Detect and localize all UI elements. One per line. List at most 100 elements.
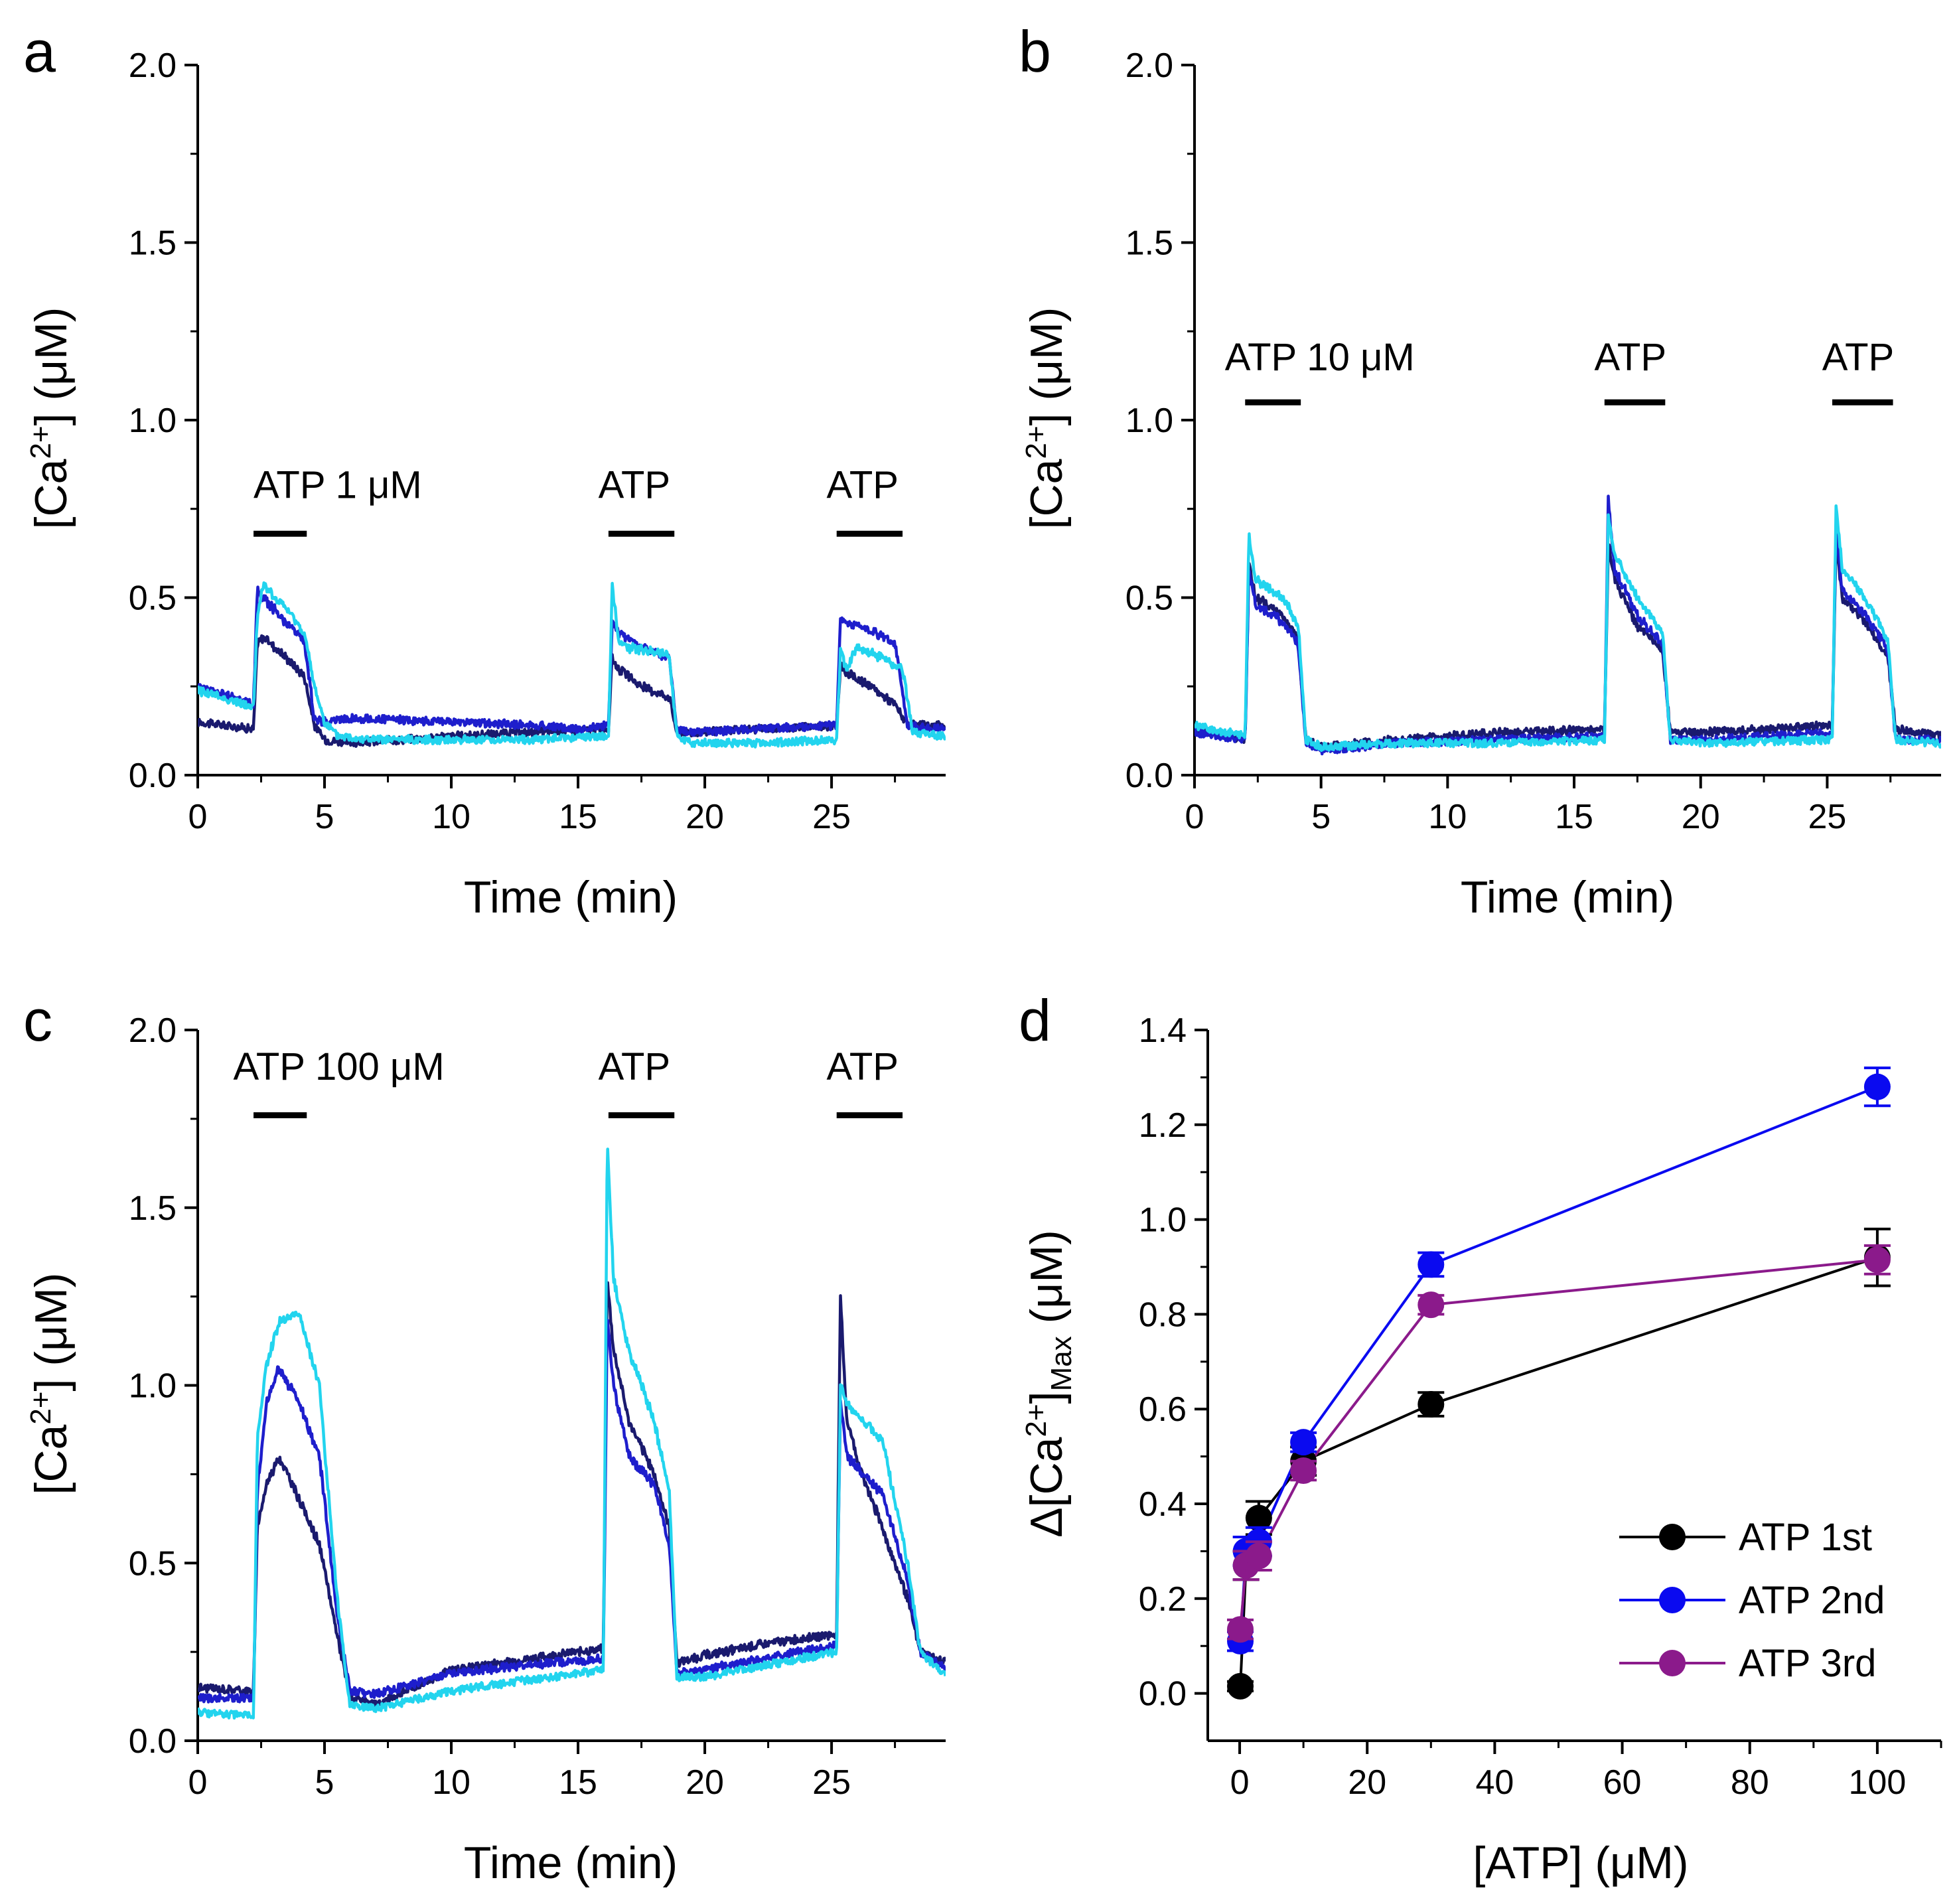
y-title-part: [Ca <box>1021 459 1072 529</box>
panel-c-y-axis-title: [Ca2+] (μM) <box>25 1273 76 1495</box>
panel-a: a 0 5 10 15 20 25 0.0 0.5 1.0 1.5 2.0 ATP 1 μM ATP AT… <box>23 19 946 922</box>
y-tick-label: 0.5 <box>1125 579 1173 618</box>
trace-cell-1 <box>1195 543 1941 752</box>
atp-label: ATP 1 μM <box>254 464 422 507</box>
x-tick-label: 15 <box>559 1763 597 1802</box>
trace-cell-3 <box>198 581 946 749</box>
panel-a-y-axis-title: [Ca2+] (μM) <box>25 307 76 530</box>
x-tick-label: 10 <box>1428 798 1467 836</box>
y-tick-label: 1.0 <box>129 1367 177 1406</box>
panel-a-plot: 0 5 10 15 20 25 0.0 0.5 1.0 1.5 2.0 ATP 1 μM ATP ATP <box>129 46 946 836</box>
panel-letter-d: d <box>1019 988 1051 1053</box>
panel-b: b 0 5 10 15 20 25 0.0 0.5 1.0 1.5 2.0 ATP 10 μM ATP A… <box>1019 19 1941 922</box>
legend-marker <box>1659 1524 1686 1550</box>
atp-label: ATP <box>1822 336 1895 379</box>
x-tick-label: 20 <box>686 1763 724 1802</box>
y-tick-label: 0.0 <box>1125 757 1173 795</box>
y-tick-label: 0.0 <box>129 757 177 795</box>
atp-label: ATP <box>599 464 671 507</box>
data-point <box>1245 1542 1272 1570</box>
y-tick-label: 1.0 <box>1139 1201 1187 1240</box>
panel-d-y-axis-title: Δ[Ca2+]Max (μM) <box>1020 1230 1078 1537</box>
trace-cell-3 <box>1195 504 1941 753</box>
data-point <box>1227 1672 1254 1700</box>
data-point <box>1290 1457 1317 1485</box>
data-point <box>1245 1504 1272 1532</box>
y-title-superscript: 2+ <box>25 1391 57 1424</box>
data-point <box>1863 1246 1891 1274</box>
x-tick-label: 15 <box>1555 798 1593 836</box>
y-tick-label: 0.2 <box>1139 1580 1187 1619</box>
atp-label: ATP <box>826 464 899 507</box>
y-title-subscript: Max <box>1045 1336 1078 1391</box>
y-title-superscript: 2+ <box>1020 425 1052 459</box>
data-point <box>1417 1251 1445 1278</box>
trace-cell-2 <box>198 1319 946 1704</box>
y-tick-label: 1.0 <box>129 402 177 440</box>
y-title-part: [Ca <box>26 459 76 529</box>
x-tick-label: 5 <box>315 798 334 836</box>
y-tick-label: 0.5 <box>129 579 177 618</box>
atp-label: ATP 100 μM <box>233 1045 444 1088</box>
y-title-part: (μM) <box>1021 1230 1072 1336</box>
panel-letter-b: b <box>1019 19 1051 84</box>
panel-d: d 0 20 40 60 80 100 0.0 0.2 0.4 0.6 0.8 1.0 1.2 1.4 AT… <box>1019 988 1942 1888</box>
legend-label: ATP 1st <box>1739 1516 1872 1559</box>
legend-label: ATP 2nd <box>1739 1579 1885 1622</box>
y-tick-label: 1.0 <box>1125 402 1173 440</box>
x-tick-label: 15 <box>559 798 597 836</box>
data-point <box>1417 1391 1445 1418</box>
y-title-part: ] <box>1021 1391 1072 1404</box>
x-tick-label: 0 <box>1230 1763 1250 1802</box>
y-tick-label: 1.2 <box>1139 1106 1187 1145</box>
trace-cell-2 <box>1195 494 1941 756</box>
x-tick-label: 80 <box>1731 1763 1769 1802</box>
x-tick-label: 20 <box>1682 798 1720 836</box>
atp-label: ATP <box>826 1045 899 1088</box>
panel-b-x-axis-title: Time (min) <box>1461 872 1674 922</box>
atp-label: ATP <box>1595 336 1667 379</box>
x-tick-label: 25 <box>1808 798 1846 836</box>
x-tick-label: 0 <box>188 1763 208 1802</box>
x-tick-label: 25 <box>812 1763 851 1802</box>
x-tick-label: 5 <box>1311 798 1331 836</box>
y-tick-label: 0.5 <box>129 1544 177 1583</box>
x-tick-label: 5 <box>315 1763 334 1802</box>
legend-marker <box>1659 1587 1686 1613</box>
y-tick-label: 0.0 <box>129 1722 177 1761</box>
y-tick-label: 2.0 <box>1125 46 1173 85</box>
panel-d-plot: 0 20 40 60 80 100 0.0 0.2 0.4 0.6 0.8 1.0 1.2 1.4 ATP … <box>1139 1011 1942 1802</box>
x-tick-label: 40 <box>1475 1763 1514 1802</box>
legend-label: ATP 3rd <box>1739 1642 1876 1685</box>
x-tick-label: 25 <box>812 798 851 836</box>
x-tick-label: 20 <box>686 798 724 836</box>
y-title-part: Δ[Ca <box>1021 1437 1072 1537</box>
x-tick-label: 20 <box>1348 1763 1386 1802</box>
y-title-part: ] (μM) <box>26 307 76 426</box>
y-title-part: ] (μM) <box>1021 307 1072 426</box>
y-tick-label: 1.5 <box>129 1189 177 1228</box>
y-tick-label: 2.0 <box>129 46 177 85</box>
y-tick-label: 1.4 <box>1139 1011 1187 1050</box>
x-tick-label: 100 <box>1849 1763 1907 1802</box>
y-tick-label: 0.6 <box>1139 1390 1187 1429</box>
series-line-ATP-3rd <box>1239 1258 1878 1630</box>
y-title-part: ] (μM) <box>26 1273 76 1392</box>
panel-letter-a: a <box>23 19 56 84</box>
y-tick-label: 0.4 <box>1139 1485 1187 1524</box>
data-point <box>1227 1616 1254 1643</box>
panel-c: c 0 5 10 15 20 25 0.0 0.5 1.0 1.5 2.0 ATP 100 μM ATP… <box>23 988 946 1888</box>
x-tick-label: 0 <box>188 798 208 836</box>
y-tick-label: 0.8 <box>1139 1295 1187 1334</box>
data-point <box>1863 1073 1891 1100</box>
x-tick-label: 60 <box>1603 1763 1642 1802</box>
x-tick-label: 0 <box>1185 798 1204 836</box>
panel-b-plot: 0 5 10 15 20 25 0.0 0.5 1.0 1.5 2.0 ATP 10 μM ATP ATP <box>1125 46 1941 836</box>
panel-c-plot: 0 5 10 15 20 25 0.0 0.5 1.0 1.5 2.0 ATP 100 μM ATP AT… <box>129 1011 946 1802</box>
trace-cell-3 <box>198 1147 946 1720</box>
atp-label: ATP 10 μM <box>1225 336 1415 379</box>
y-tick-label: 1.5 <box>129 224 177 263</box>
x-tick-label: 10 <box>432 1763 471 1802</box>
y-tick-label: 1.5 <box>1125 224 1173 263</box>
trace-cell-1 <box>198 1281 946 1710</box>
